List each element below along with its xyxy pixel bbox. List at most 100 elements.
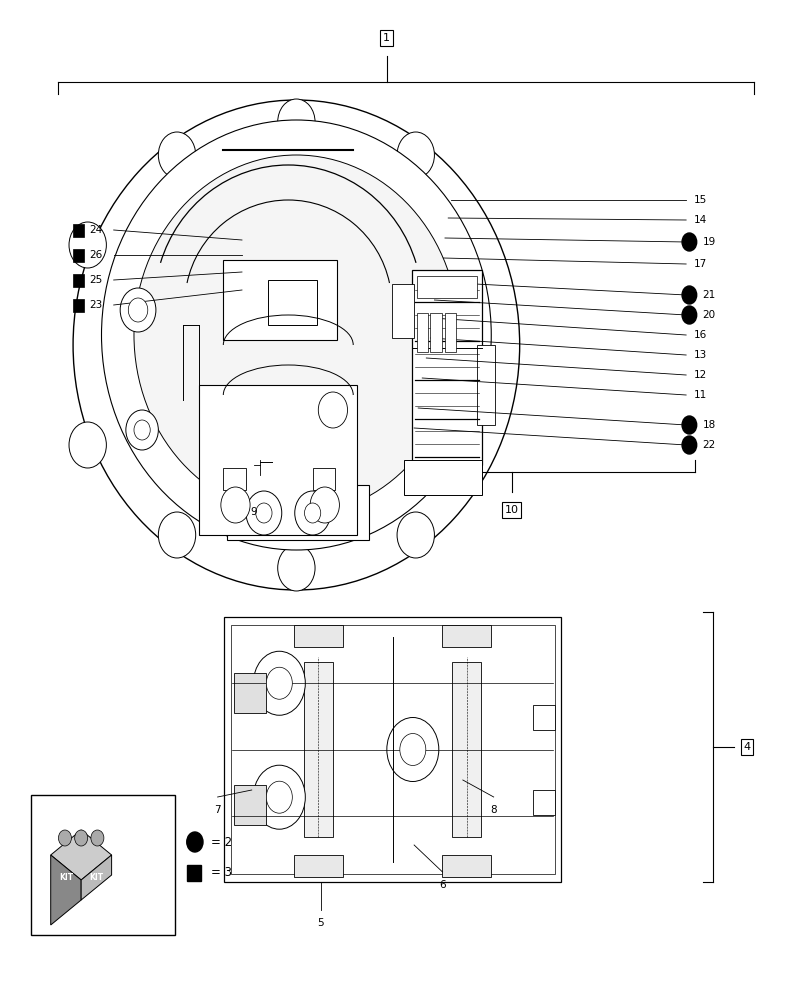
Circle shape [386,718,438,782]
Bar [312,468,335,490]
Bar [234,784,266,824]
Circle shape [158,132,195,178]
Text: 22: 22 [702,440,714,450]
Text: 16: 16 [693,330,706,340]
Text: 14: 14 [693,215,706,225]
Circle shape [304,503,320,523]
Text: 9: 9 [251,507,257,517]
Polygon shape [50,855,81,925]
Polygon shape [50,830,111,880]
Bar [532,790,555,814]
Circle shape [294,491,330,535]
Text: = 3: = 3 [211,865,232,879]
Ellipse shape [134,155,458,515]
Bar [442,855,491,877]
Text: KIT: KIT [89,873,103,882]
Bar [199,385,357,535]
Circle shape [681,286,696,304]
Bar [230,625,554,874]
Bar [224,617,560,882]
Bar [268,280,316,325]
Circle shape [266,781,292,813]
Bar [294,855,342,877]
Text: 25: 25 [89,275,102,285]
Text: 19: 19 [702,237,714,247]
Polygon shape [81,855,111,900]
Circle shape [681,436,696,454]
Circle shape [399,734,425,766]
Text: KIT: KIT [59,873,73,882]
Circle shape [91,830,104,846]
Circle shape [253,765,305,829]
Text: 4: 4 [743,742,749,752]
Circle shape [158,512,195,558]
Circle shape [397,512,434,558]
Bar [444,313,456,352]
Circle shape [277,545,315,591]
Bar [430,313,441,352]
Ellipse shape [73,100,519,590]
Bar [477,345,495,425]
Text: 13: 13 [693,350,706,360]
Bar [223,468,246,490]
Bar [416,313,427,352]
Circle shape [310,487,339,523]
Circle shape [187,832,203,852]
Circle shape [75,830,88,846]
Text: 12: 12 [693,370,706,380]
Circle shape [221,487,250,523]
Bar [73,249,84,262]
Bar [303,662,333,837]
Text: 21: 21 [702,290,714,300]
Circle shape [397,132,434,178]
Text: 18: 18 [702,420,714,430]
Circle shape [58,830,71,846]
Circle shape [681,416,696,434]
Bar [442,625,491,647]
Bar [227,485,369,540]
Bar [187,865,201,881]
Bar [452,662,481,837]
Text: 7: 7 [214,805,221,815]
Bar [223,260,337,340]
Circle shape [69,222,106,268]
Circle shape [69,422,106,468]
Circle shape [134,420,150,440]
Circle shape [266,667,292,699]
Circle shape [128,298,148,322]
Text: 1: 1 [383,33,389,43]
Bar [73,274,84,287]
Circle shape [255,503,272,523]
Circle shape [681,233,696,251]
Text: 20: 20 [702,310,714,320]
Circle shape [318,392,347,428]
Bar [73,224,84,237]
Bar [404,460,481,495]
Circle shape [126,410,158,450]
Bar [392,284,414,338]
Text: 10: 10 [504,505,518,515]
Ellipse shape [101,120,491,550]
Text: 15: 15 [693,195,706,205]
Bar [31,795,174,935]
Bar [73,299,84,312]
Bar [294,625,342,647]
Circle shape [253,651,305,715]
Bar [234,673,266,713]
Text: 23: 23 [89,300,102,310]
Text: 6: 6 [439,880,445,890]
Circle shape [120,288,156,332]
Circle shape [246,491,281,535]
Text: 26: 26 [89,250,102,260]
Text: 17: 17 [693,259,706,269]
Bar [416,276,477,298]
Text: 24: 24 [89,225,102,235]
Text: 11: 11 [693,390,706,400]
Text: 5: 5 [317,918,324,928]
Text: 8: 8 [490,805,496,815]
Circle shape [681,306,696,324]
Bar [532,705,555,730]
Bar [412,270,481,465]
Circle shape [277,99,315,145]
Text: = 2: = 2 [211,836,232,848]
